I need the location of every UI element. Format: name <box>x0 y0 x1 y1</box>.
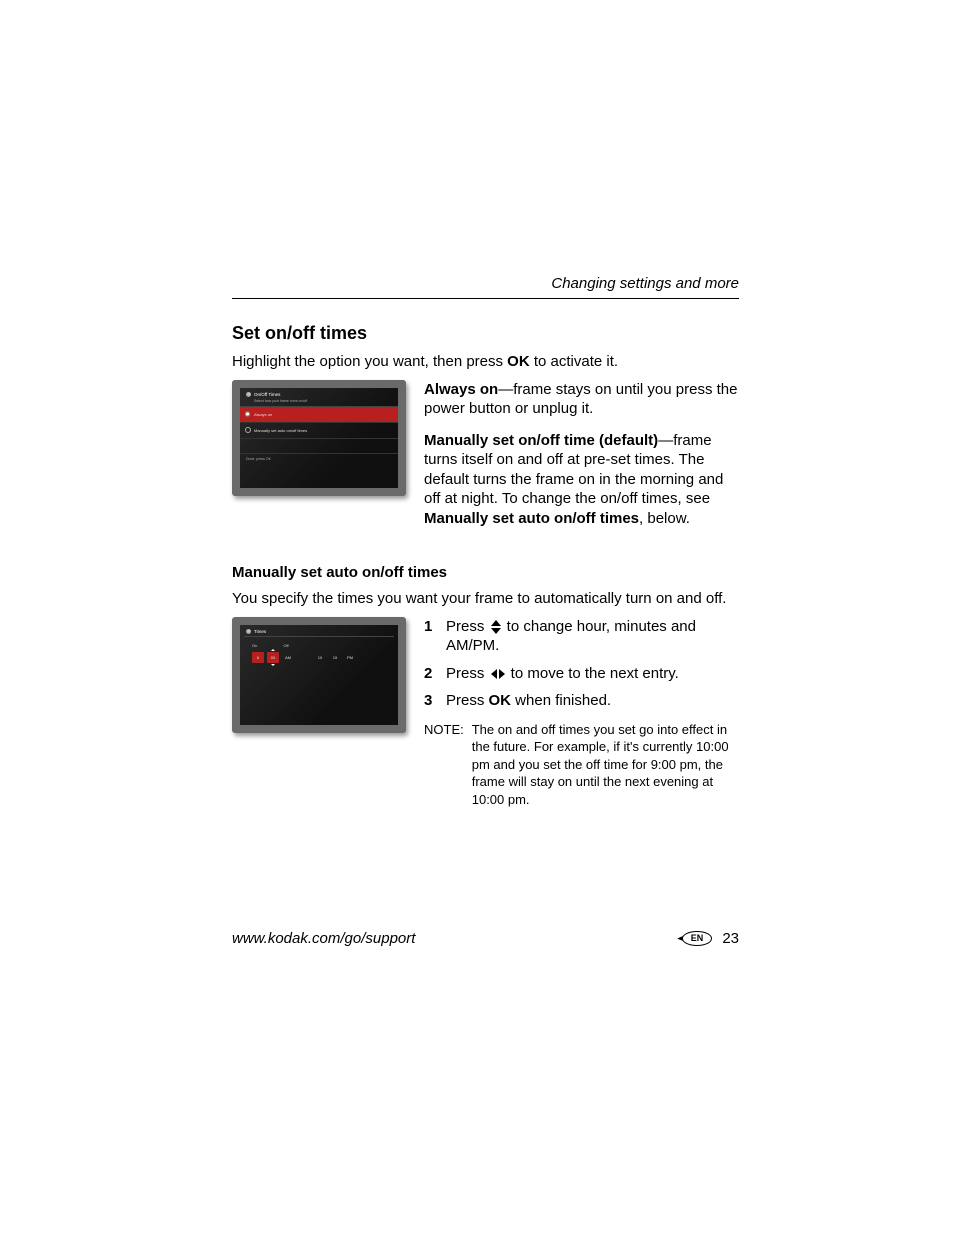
manual-page: Changing settings and more Set on/off ti… <box>0 0 954 1235</box>
screen-inner: On/Off Times Select how your frame turns… <box>240 388 398 488</box>
time-values: 6 00 AM 10 15 PM <box>240 650 398 665</box>
subsection-title: Manually set auto on/off times <box>232 564 739 581</box>
steps-list: Press to change hour, minutes and AM/PM.… <box>424 617 739 711</box>
menu-footer: Done, press OK <box>240 454 398 464</box>
step2-pre: Press <box>446 665 489 682</box>
option-always-on: Always on—frame stays on until you press… <box>424 380 739 419</box>
off-ampm: PM <box>344 652 356 663</box>
menu-item-always-on: Always on <box>240 407 398 423</box>
screenshot-time-set: Times On Off 6 00 AM 10 15 PM <box>232 617 406 733</box>
moon-icon <box>246 392 251 397</box>
note: NOTE: The on and off times you set go in… <box>424 721 739 809</box>
menu-header: On/Off Times <box>240 388 398 399</box>
manual-xref: Manually set auto on/off times <box>424 510 639 527</box>
step2-post: to move to the next entry. <box>507 665 679 682</box>
page-footer: www.kodak.com/go/support EN 23 <box>232 930 739 947</box>
step-3: Press OK when finished. <box>424 691 739 711</box>
step-2: Press to move to the next entry. <box>424 664 739 684</box>
menu-spacer <box>240 439 398 454</box>
lang-page: EN 23 <box>682 930 739 947</box>
option-manual: Manually set on/off time (default)—frame… <box>424 431 739 529</box>
time-header: Times <box>240 625 398 636</box>
on-minute: 00 <box>267 652 279 663</box>
time-title: Times <box>254 629 266 634</box>
manual-text-2: , below. <box>639 510 690 527</box>
page-number: 23 <box>722 930 739 947</box>
footer-url: www.kodak.com/go/support <box>232 930 415 947</box>
steps-col: Press to change hour, minutes and AM/PM.… <box>424 617 739 809</box>
up-down-icon <box>491 620 501 634</box>
off-minute: 15 <box>329 652 341 663</box>
note-label: NOTE: <box>424 721 464 809</box>
intro-text-pre: Highlight the option you want, then pres… <box>232 353 507 370</box>
screen-inner-2: Times On Off 6 00 AM 10 15 PM <box>240 625 398 725</box>
intro-ok: OK <box>507 353 530 370</box>
manual-label: Manually set on/off time (default) <box>424 432 658 449</box>
always-on-label: Always on <box>424 381 498 398</box>
menu-item-manual: Manually set auto on/off times <box>240 423 398 439</box>
menu-title: On/Off Times <box>254 392 280 397</box>
moon-icon <box>246 629 251 634</box>
time-columns: On Off <box>240 637 398 650</box>
lang-badge-icon: EN <box>682 931 713 946</box>
left-right-icon <box>491 669 505 679</box>
menu-subtitle: Select how your frame turns on/off <box>240 399 398 407</box>
menu-item-manual-label: Manually set auto on/off times <box>254 428 307 433</box>
step3-pre: Press <box>446 692 489 709</box>
col-off-label: Off <box>283 643 288 648</box>
row-screenshot-steps: Times On Off 6 00 AM 10 15 PM <box>232 617 739 809</box>
running-header: Changing settings and more <box>232 275 739 299</box>
section-title: Set on/off times <box>232 323 739 344</box>
note-body: The on and off times you set go into eff… <box>472 721 739 809</box>
off-hour: 10 <box>314 652 326 663</box>
step-1: Press to change hour, minutes and AM/PM. <box>424 617 739 656</box>
section-intro: Highlight the option you want, then pres… <box>232 352 739 372</box>
options-text: Always on—frame stays on until you press… <box>424 380 739 541</box>
intro-text-post: to activate it. <box>530 353 618 370</box>
subsection-intro: You specify the times you want your fram… <box>232 589 739 609</box>
step3-post: when finished. <box>511 692 611 709</box>
step1-pre: Press <box>446 618 489 635</box>
radio-icon <box>245 427 251 433</box>
step3-ok: OK <box>489 692 512 709</box>
screenshot-onoff-menu: On/Off Times Select how your frame turns… <box>232 380 406 496</box>
col-on-label: On <box>252 643 257 648</box>
row-screenshot-options: On/Off Times Select how your frame turns… <box>232 380 739 541</box>
on-ampm: AM <box>282 652 294 663</box>
on-hour: 6 <box>252 652 264 663</box>
